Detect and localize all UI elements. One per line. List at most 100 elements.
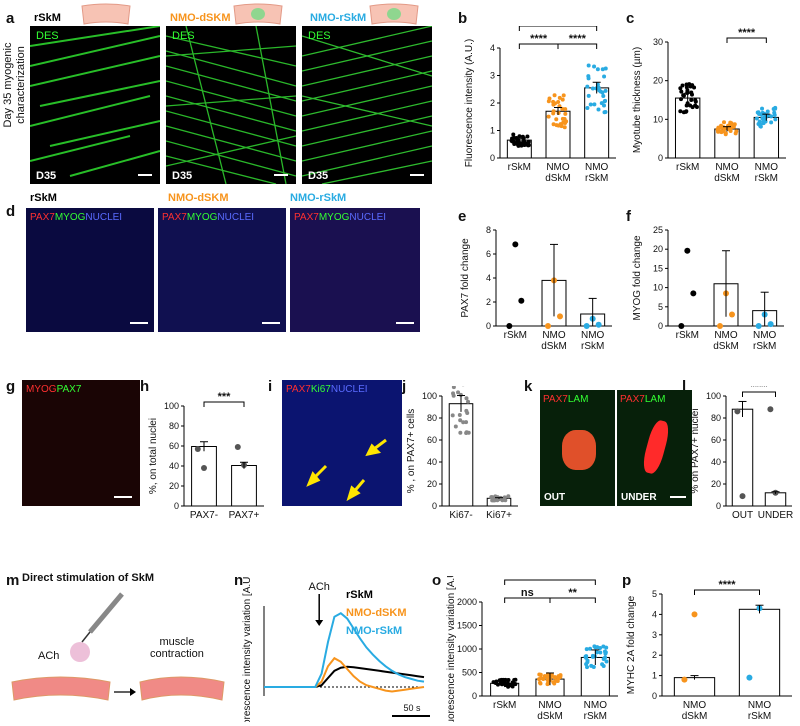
data-point	[583, 654, 588, 659]
y-tick-label: 4	[652, 609, 657, 619]
data-point	[560, 97, 565, 102]
data-point	[556, 313, 563, 320]
arrow-head-icon	[346, 485, 361, 502]
chart-h: 0 20 40 60 80 100 %, on total nuclei PAX7- PAX7+…	[148, 391, 264, 521]
micrograph-nmo-rskm-des: DES D35	[302, 26, 432, 184]
panel-letter-g: g	[6, 378, 16, 395]
data-point	[464, 431, 469, 436]
x-tick-label: NMO	[683, 700, 707, 711]
y-axis-label: %, on total nuclei	[148, 418, 159, 494]
data-point	[680, 83, 685, 88]
x-tick-label: rSkM	[584, 711, 607, 722]
data-point	[592, 64, 597, 69]
data-point	[506, 323, 513, 329]
data-point	[592, 102, 597, 107]
x-tick-label: NMO	[546, 162, 570, 173]
i-stain-labels: PAX7Ki67NUCLEI	[286, 384, 368, 395]
data-point	[690, 290, 697, 297]
x-tick-label: NMO	[753, 330, 777, 341]
m-ach-label: ACh	[38, 650, 60, 662]
syringe-icon	[81, 592, 124, 643]
row-d-group-1: rSkM	[30, 192, 57, 204]
k-stain-lam: LAM	[644, 394, 666, 405]
data-point	[518, 297, 525, 304]
y-axis-label: Fluorescence intensity variation [A.U.]	[446, 576, 457, 722]
day-label: D35	[308, 170, 329, 182]
scale-bar	[410, 174, 424, 176]
d-stain-nuclei: NUCLEI	[85, 212, 123, 223]
y-axis-label: MYHC 2A fold change	[626, 595, 637, 694]
data-point	[556, 100, 561, 105]
x-tick-label: UNDER	[758, 510, 794, 521]
panel-letter-j: j	[402, 378, 407, 395]
data-point	[594, 650, 599, 655]
y-tick-label: 4	[490, 43, 495, 53]
legend-label: NMO-rSkM	[346, 625, 402, 637]
ach-droplet-icon	[70, 642, 90, 662]
row-a-group-1: rSkM	[34, 12, 61, 24]
x-tick-label: rSkM	[753, 341, 776, 352]
data-point	[773, 117, 778, 122]
data-point	[526, 139, 531, 144]
significance-label: **	[568, 587, 577, 599]
significance-label: ****	[549, 26, 567, 27]
micrograph-rskm-des: DES D35	[30, 26, 160, 184]
data-point	[734, 408, 741, 415]
significance-bracket	[203, 401, 245, 407]
data-point	[603, 88, 608, 93]
data-point	[746, 674, 753, 681]
g-stain-labels: MYOGPAX7	[26, 384, 81, 395]
y-tick-label: 5	[658, 302, 663, 312]
x-tick-label: PAX7+	[229, 510, 260, 521]
m-result-label: muscle contraction	[150, 636, 204, 660]
data-point	[451, 391, 456, 396]
data-point	[551, 680, 556, 685]
y-tick-label: 15	[653, 263, 663, 273]
data-point	[537, 672, 542, 677]
data-point	[684, 85, 689, 90]
significance-bracket	[518, 26, 598, 31]
significance-label: ****	[530, 33, 548, 45]
y-tick-label: 3	[652, 630, 657, 640]
m-title: Direct stimulation of SkM	[22, 572, 155, 584]
data-point	[681, 676, 688, 683]
data-point	[595, 645, 600, 650]
data-point	[734, 129, 739, 134]
y-tick-label: 4	[486, 273, 491, 283]
data-point	[509, 138, 514, 143]
x-tick-label: Ki67+	[486, 510, 512, 521]
data-point	[601, 644, 606, 649]
data-point	[551, 102, 556, 107]
chart-j: 0 20 40 60 80 100 % , on PAX7+ cells Ki67- Ki67+	[406, 386, 518, 521]
scale-bar	[130, 322, 148, 324]
arrow-icons	[306, 438, 387, 502]
panel-letter-l: l	[682, 378, 687, 395]
panel-letter-c: c	[626, 10, 635, 27]
data-point	[451, 386, 456, 390]
data-point	[767, 406, 774, 413]
d-stain-labels: PAX7MYOGNUCLEI	[162, 212, 254, 223]
y-tick-label: 2000	[457, 597, 477, 607]
x-tick-label: dSkM	[714, 173, 740, 184]
significance-bracket	[742, 391, 776, 397]
data-point	[586, 93, 591, 98]
scale-bar	[670, 496, 686, 498]
data-point	[526, 143, 531, 148]
y-tick-label: 5	[652, 589, 657, 599]
x-tick-label: OUT	[732, 510, 753, 521]
data-point	[591, 664, 596, 669]
significance-bracket	[504, 579, 596, 585]
micrograph-k-out: PAX7LAM OUT	[540, 390, 615, 506]
micrograph-d-rskm: PAX7MYOGNUCLEI	[26, 208, 154, 332]
data-point	[678, 109, 683, 114]
data-point	[732, 122, 737, 127]
scale-bar	[274, 174, 288, 176]
data-point	[588, 102, 593, 107]
x-tick-label: rSkM	[676, 162, 699, 173]
y-tick-label: 60	[169, 441, 179, 451]
data-point	[604, 659, 609, 664]
data-point	[679, 89, 684, 94]
series-line	[264, 611, 425, 688]
